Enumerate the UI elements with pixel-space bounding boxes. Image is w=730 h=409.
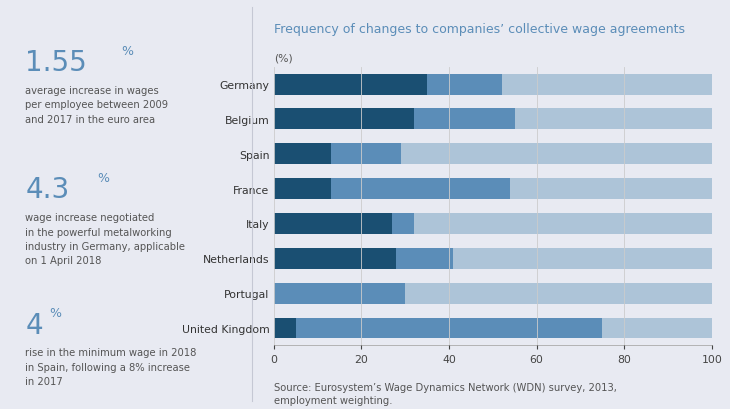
Text: %: % [121, 45, 133, 58]
Bar [274, 213, 712, 234]
Bar [414, 213, 712, 234]
Bar [274, 144, 712, 165]
Bar [274, 248, 712, 269]
Bar [274, 179, 712, 200]
Bar [274, 109, 712, 130]
Text: Frequency of changes to companies’ collective wage agreements: Frequency of changes to companies’ colle… [274, 22, 685, 36]
Bar [274, 213, 392, 234]
Text: rise in the minimum wage in 2018
in Spain, following a 8% increase
in 2017: rise in the minimum wage in 2018 in Spai… [25, 348, 196, 387]
Bar [274, 248, 396, 269]
Bar [453, 248, 712, 269]
Text: %: % [49, 307, 61, 320]
Bar [405, 283, 712, 304]
Bar [602, 318, 712, 339]
Bar [396, 248, 453, 269]
Text: 1.55: 1.55 [25, 49, 87, 77]
Bar [414, 109, 515, 130]
Text: Source: Eurosystem’s Wage Dynamics Network (WDN) survey, 2013,
employment weight: Source: Eurosystem’s Wage Dynamics Netwo… [274, 382, 617, 405]
Bar [274, 283, 405, 304]
Bar [427, 74, 502, 95]
Bar [331, 179, 510, 200]
Text: 4.3: 4.3 [25, 176, 69, 204]
Bar [502, 74, 712, 95]
Text: average increase in wages
per employee between 2009
and 2017 in the euro area: average increase in wages per employee b… [25, 86, 169, 125]
Text: %: % [97, 172, 109, 185]
Bar [274, 318, 296, 339]
Bar [331, 144, 401, 165]
Text: wage increase negotiated
in the powerful metalworking
industry in Germany, appli: wage increase negotiated in the powerful… [25, 213, 185, 266]
Bar [515, 109, 712, 130]
Bar [274, 74, 712, 95]
Bar [274, 283, 712, 304]
Bar [296, 318, 602, 339]
Text: 4: 4 [25, 311, 43, 339]
Bar [274, 109, 414, 130]
Bar [510, 179, 712, 200]
Bar [274, 144, 331, 165]
Bar [392, 213, 414, 234]
Bar [274, 318, 712, 339]
Bar [274, 74, 427, 95]
Bar [274, 179, 331, 200]
Text: (%): (%) [274, 53, 293, 63]
Bar [401, 144, 712, 165]
